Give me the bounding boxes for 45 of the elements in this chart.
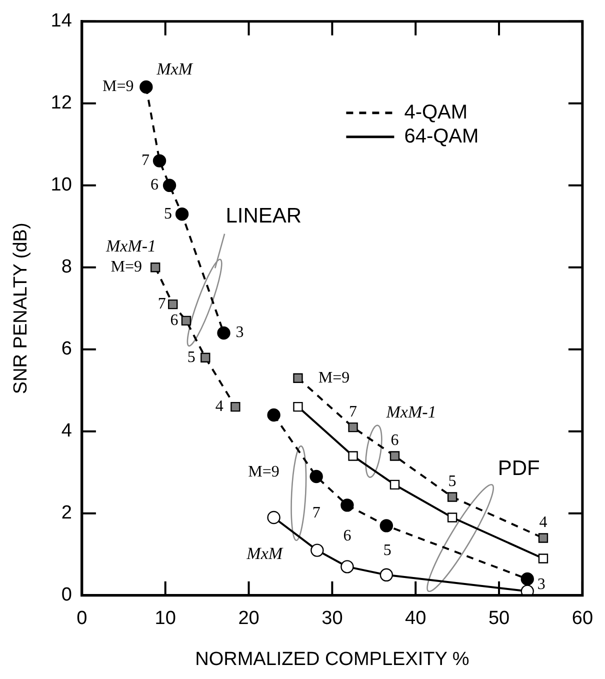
annotation: 6	[390, 432, 399, 450]
x-tick-label: 50	[488, 608, 510, 630]
y-tick-label: 6	[61, 338, 72, 360]
legend-label: 4-QAM	[404, 101, 468, 124]
x-tick-label: 10	[154, 608, 176, 630]
annotation: 4	[215, 398, 224, 416]
x-tick-label: 60	[572, 608, 594, 630]
x-axis-title: NORMALIZED COMPLEXITY %	[195, 648, 470, 670]
annotation: 5	[448, 473, 456, 490]
annotation: MxM-1	[104, 236, 156, 256]
annotation: 5	[187, 348, 196, 366]
y-axis-title: SNR PENALTY (dB)	[10, 222, 32, 394]
x-tick-label: 40	[405, 608, 426, 630]
annotation: MxM	[246, 544, 284, 564]
annotation: 6	[150, 176, 159, 194]
annotation: M=9	[248, 464, 280, 481]
annotation: 7	[349, 404, 358, 421]
y-tick-label: 4	[61, 420, 72, 442]
annotation: MxM-1	[385, 402, 436, 422]
y-tick-label: 12	[50, 92, 72, 114]
annotation: 3	[537, 576, 546, 594]
y-tick-label: 8	[61, 256, 72, 278]
annotation: M=9	[102, 78, 134, 96]
annotation: 6	[343, 527, 352, 544]
y-tick-label: 10	[50, 174, 72, 196]
legend-label: 64-QAM	[404, 125, 479, 148]
annotation: 7	[158, 296, 166, 313]
annotation: 5	[164, 205, 172, 222]
x-tick-label: 20	[238, 608, 260, 630]
annotation: 3	[236, 324, 244, 342]
annotation: 7	[142, 152, 150, 170]
annotation: M=9	[318, 369, 350, 386]
x-tick-label: 30	[322, 608, 343, 630]
annotation: M=9	[110, 258, 142, 276]
annotation: PDF	[498, 456, 540, 480]
y-tick-label: 14	[50, 10, 72, 32]
x-tick-label: 0	[76, 608, 88, 630]
y-tick-label: 0	[61, 584, 72, 606]
annotation: 4	[539, 514, 548, 532]
annotation: MxM	[156, 60, 194, 79]
annotation: LINEAR	[226, 204, 302, 228]
annotation: 7	[312, 504, 320, 522]
y-tick-label: 2	[61, 502, 72, 524]
annotation: 5	[383, 542, 392, 559]
annotation: 6	[170, 312, 178, 329]
